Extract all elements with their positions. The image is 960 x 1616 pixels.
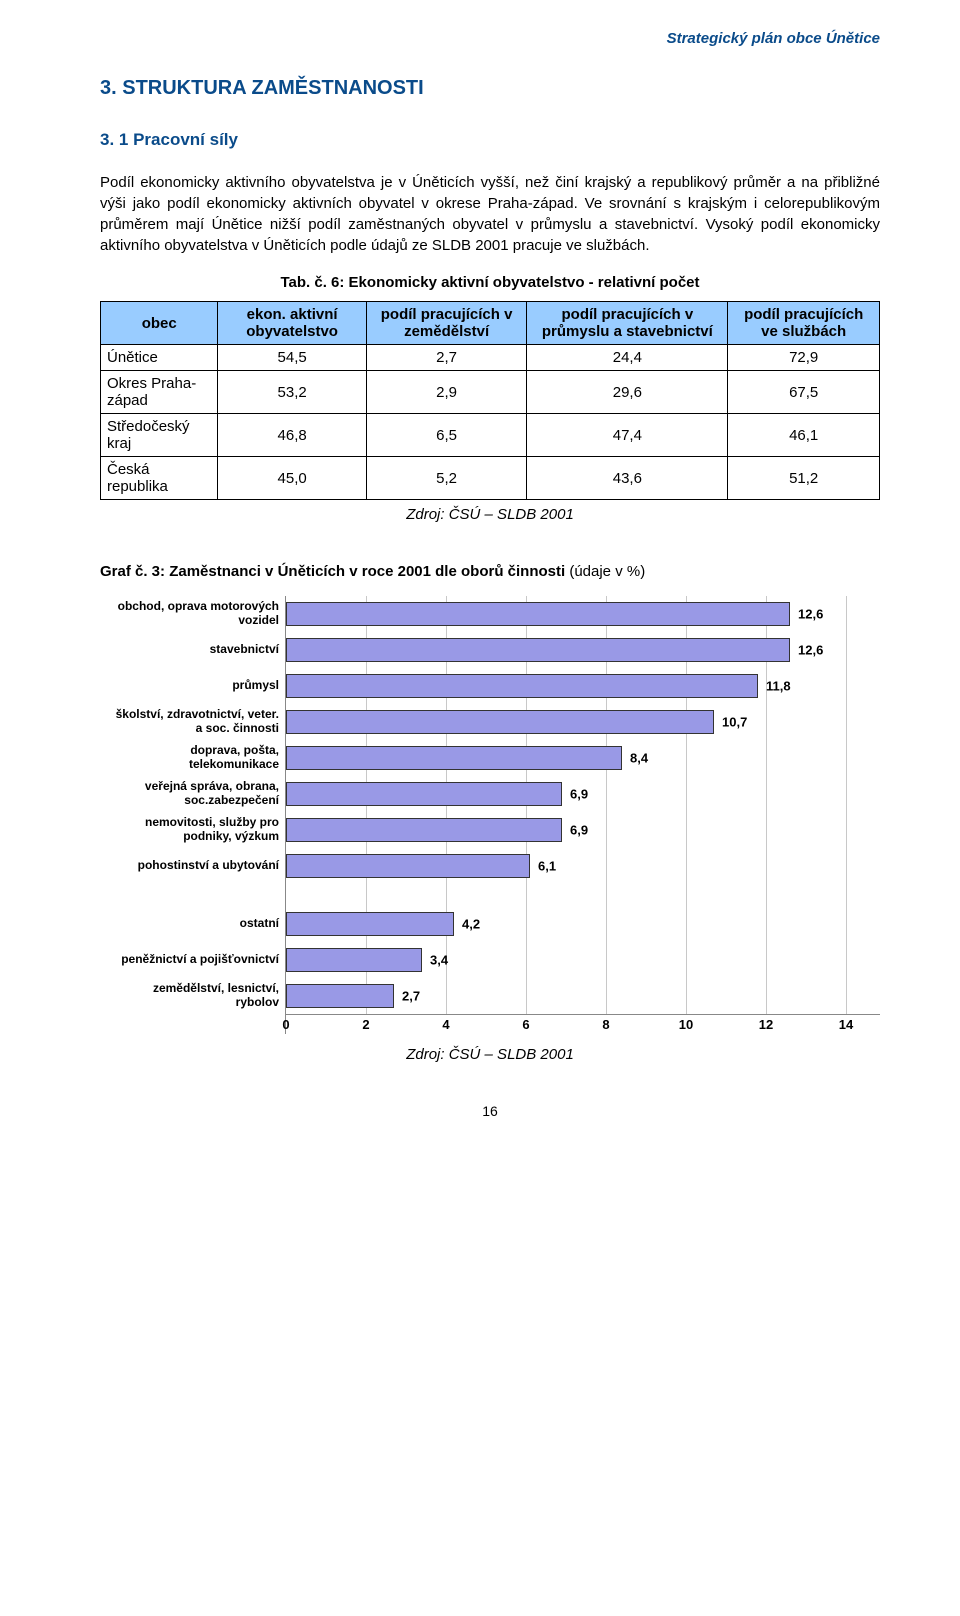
- chart-bar-row: ostatní 4,2: [110, 906, 880, 942]
- table-cell: 29,6: [527, 371, 728, 414]
- chart-xtick: 8: [602, 1017, 609, 1032]
- doc-header-title: Strategický plán obce Únětice: [100, 30, 880, 47]
- chart-source: Zdroj: ČSÚ – SLDB 2001: [100, 1046, 880, 1063]
- chart-bar: [286, 818, 562, 842]
- table-cell: 2,9: [366, 371, 527, 414]
- section-subheading: 3. 1 Pracovní síly: [100, 130, 880, 150]
- chart-title-plain: (údaje v %): [569, 563, 645, 580]
- chart-value-label: 6,9: [570, 787, 588, 802]
- chart-xtick: 14: [839, 1017, 853, 1032]
- chart-bar-row: průmysl 11,8: [110, 668, 880, 704]
- chart-category-label: doprava, pošta, telekomunikace: [110, 744, 285, 772]
- chart-bar-row: zemědělství, lesnictví, rybolov 2,7: [110, 978, 880, 1014]
- table-row: Česká republika45,05,243,651,2: [101, 457, 880, 500]
- chart-bar-row: obchod, oprava motorových vozidel 12,6: [110, 596, 880, 632]
- chart-xtick: 4: [442, 1017, 449, 1032]
- chart-category-label: ostatní: [110, 917, 285, 931]
- col-sluzby: podíl pracujících ve službách: [728, 302, 880, 345]
- chart-bar-row: pohostinství a ubytování 6,1: [110, 848, 880, 884]
- body-paragraph: Podíl ekonomicky aktivního obyvatelstva …: [100, 172, 880, 256]
- chart-xtick: 2: [362, 1017, 369, 1032]
- table-cell: Únětice: [101, 345, 218, 371]
- chart-bar: [286, 912, 454, 936]
- chart-value-label: 4,2: [462, 917, 480, 932]
- chart-bar: [286, 710, 714, 734]
- table-cell: 51,2: [728, 457, 880, 500]
- chart-bar: [286, 782, 562, 806]
- table-cell: 47,4: [527, 414, 728, 457]
- chart-category-label: školství, zdravotnictví, veter. a soc. č…: [110, 708, 285, 736]
- chart-bar-row: školství, zdravotnictví, veter. a soc. č…: [110, 704, 880, 740]
- table-source: Zdroj: ČSÚ – SLDB 2001: [100, 506, 880, 523]
- table-cell: 46,1: [728, 414, 880, 457]
- table-row: Okres Praha-západ53,22,929,667,5: [101, 371, 880, 414]
- chart-bar: [286, 854, 530, 878]
- col-obec: obec: [101, 302, 218, 345]
- page-number: 16: [100, 1103, 880, 1119]
- table-cell: 5,2: [366, 457, 527, 500]
- chart-category-label: peněžnictví a pojišťovnictví: [110, 953, 285, 967]
- chart-xtick: 12: [759, 1017, 773, 1032]
- table-cell: 72,9: [728, 345, 880, 371]
- col-ekon-aktivni: ekon. aktivní obyvatelstvo: [218, 302, 366, 345]
- chart-value-label: 10,7: [722, 715, 747, 730]
- table-cell: 67,5: [728, 371, 880, 414]
- table-cell: 43,6: [527, 457, 728, 500]
- data-table: obec ekon. aktivní obyvatelstvo podíl pr…: [100, 301, 880, 500]
- chart-value-label: 6,1: [538, 859, 556, 874]
- table-caption: Tab. č. 6: Ekonomicky aktivní obyvatelst…: [100, 274, 880, 291]
- table-cell: 24,4: [527, 345, 728, 371]
- chart-category-label: veřejná správa, obrana, soc.zabezpečení: [110, 780, 285, 808]
- chart-value-label: 12,6: [798, 643, 823, 658]
- chart-value-label: 8,4: [630, 751, 648, 766]
- chart-bar-row: doprava, pošta, telekomunikace 8,4: [110, 740, 880, 776]
- chart-bar: [286, 948, 422, 972]
- chart-category-label: stavebnictví: [110, 643, 285, 657]
- table-cell: Středočeský kraj: [101, 414, 218, 457]
- chart-value-label: 11,8: [766, 679, 791, 694]
- chart-category-label: nemovitosti, služby pro podniky, výzkum: [110, 816, 285, 844]
- chart-xtick: 6: [522, 1017, 529, 1032]
- chart-bar: [286, 602, 790, 626]
- chart-bar: [286, 674, 758, 698]
- chart-xtick: 0: [282, 1017, 289, 1032]
- chart-category-label: průmysl: [110, 679, 285, 693]
- table-cell: 53,2: [218, 371, 366, 414]
- table-cell: Okres Praha-západ: [101, 371, 218, 414]
- table-cell: 2,7: [366, 345, 527, 371]
- chart-bar-row: veřejná správa, obrana, soc.zabezpečení 6…: [110, 776, 880, 812]
- chart-bar: [286, 984, 394, 1008]
- chart-value-label: 12,6: [798, 607, 823, 622]
- table-cell: 45,0: [218, 457, 366, 500]
- table-cell: 46,8: [218, 414, 366, 457]
- table-cell: 6,5: [366, 414, 527, 457]
- chart-bar-row: peněžnictví a pojišťovnictví 3,4: [110, 942, 880, 978]
- chart-category-label: pohostinství a ubytování: [110, 859, 285, 873]
- chart-xtick: 10: [679, 1017, 693, 1032]
- chart-title-bold: Graf č. 3: Zaměstnanci v Úněticích v roc…: [100, 563, 569, 580]
- chart-bar-row: nemovitosti, služby pro podniky, výzkum 6…: [110, 812, 880, 848]
- table-cell: Česká republika: [101, 457, 218, 500]
- table-row: Únětice54,52,724,472,9: [101, 345, 880, 371]
- chart-value-label: 3,4: [430, 953, 448, 968]
- chart-category-label: zemědělství, lesnictví, rybolov: [110, 982, 285, 1010]
- table-cell: 54,5: [218, 345, 366, 371]
- chart-bar: [286, 638, 790, 662]
- table-header-row: obec ekon. aktivní obyvatelstvo podíl pr…: [101, 302, 880, 345]
- bar-chart: obchod, oprava motorových vozidel12,6sta…: [110, 596, 880, 1034]
- chart-value-label: 6,9: [570, 823, 588, 838]
- col-zemedelstvi: podíl pracujících v zemědělství: [366, 302, 527, 345]
- chart-category-label: obchod, oprava motorových vozidel: [110, 600, 285, 628]
- chart-bar: [286, 746, 622, 770]
- table-row: Středočeský kraj46,86,547,446,1: [101, 414, 880, 457]
- section-heading: 3. STRUKTURA ZAMĚSTNANOSTI: [100, 77, 880, 100]
- chart-title: Graf č. 3: Zaměstnanci v Úněticích v roc…: [100, 563, 880, 580]
- col-prumysl: podíl pracujících v průmyslu a stavebnic…: [527, 302, 728, 345]
- chart-bar-row: stavebnictví 12,6: [110, 632, 880, 668]
- chart-value-label: 2,7: [402, 989, 420, 1004]
